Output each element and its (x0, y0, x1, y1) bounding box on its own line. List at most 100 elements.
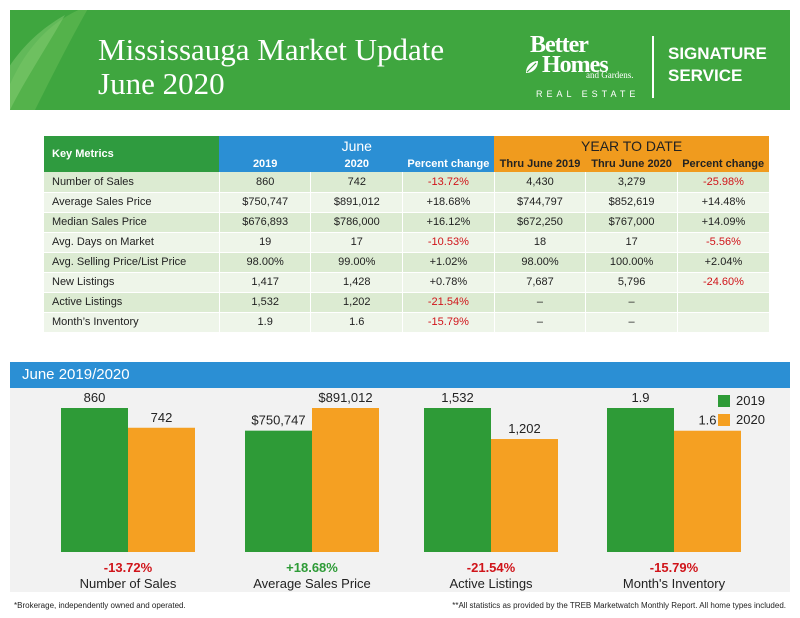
table-cell: – (585, 312, 678, 333)
table-cell: +1.02% (402, 252, 495, 273)
column-header: Percent change (677, 155, 769, 172)
legend-swatch (718, 395, 730, 407)
bar-chart-svg: 860 742 -13.72%Number of Sales $750,747 $891… (61, 390, 741, 591)
percent-change-label: +18.68% (286, 560, 338, 575)
bar-2020 (674, 430, 741, 552)
table-cell (676, 292, 769, 313)
metric-label: Month’s Inventory (44, 312, 220, 333)
table-cell: $744,797 (493, 192, 586, 213)
table-cell: 1,202 (310, 292, 403, 313)
bar-2019 (245, 430, 312, 552)
logo-real-estate-text: REAL ESTATE (536, 89, 640, 99)
percent-change-label: -13.72% (104, 560, 153, 575)
table-row: New Listings 1,417 1,428 +0.78% 7,687 5,796 -2… (44, 272, 769, 293)
table-cell: 1.6 (310, 312, 403, 333)
table-cell: 19 (218, 232, 311, 253)
footer-source-note: **All statistics as provided by the TREB… (452, 601, 786, 610)
data-label: 1,532 (441, 390, 474, 405)
bar-2020 (491, 439, 558, 552)
table-cell: $852,619 (585, 192, 678, 213)
metric-label: New Listings (44, 272, 220, 293)
table-cell: 742 (310, 172, 403, 193)
data-label: 1.9 (631, 390, 649, 405)
table-cell: 3,279 (585, 172, 678, 193)
table-cell: $750,747 (218, 192, 311, 213)
table-cell (676, 312, 769, 333)
table-cell: -24.60% (676, 272, 769, 293)
table-cell: 98.00% (493, 252, 586, 273)
table-cell: 1.9 (218, 312, 311, 333)
table-row: Active Listings 1,532 1,202 -21.54% – – (44, 292, 769, 313)
table-cell: – (493, 312, 586, 333)
legend-item-2019: 2019 (718, 392, 788, 410)
logo-gardens-text: and Gardens. (586, 70, 634, 80)
bar-2019 (61, 408, 128, 552)
chart-legend: 2019 2020 (718, 392, 788, 432)
table-cell: -13.72% (402, 172, 495, 193)
column-header: 2019 (219, 155, 311, 172)
table-cell: 98.00% (218, 252, 311, 273)
leaf-logo-icon (526, 61, 538, 73)
metric-label: Median Sales Price (44, 212, 220, 233)
bar-2020 (312, 408, 379, 552)
table-cell: 7,687 (493, 272, 586, 293)
bar-2019 (424, 408, 491, 552)
table-cell: – (493, 292, 586, 313)
table-cell: 18 (493, 232, 586, 253)
table-cell: 17 (310, 232, 403, 253)
logo-homes-text: Homes (542, 52, 609, 78)
table-cell: +0.78% (402, 272, 495, 293)
metric-label: Avg. Days on Market (44, 232, 220, 253)
table-cell: – (585, 292, 678, 313)
table-cell: $891,012 (310, 192, 403, 213)
june-header: June (219, 136, 495, 155)
key-metrics-table: Key Metrics June YEAR TO DATE 2019 2020 … (44, 136, 769, 333)
legend-item-2020: 2020 (718, 411, 788, 429)
data-label: 1,202 (508, 421, 541, 436)
metric-label: Avg. Selling Price/List Price (44, 252, 220, 273)
metric-label: Number of Sales (44, 172, 220, 193)
table-cell: 860 (218, 172, 311, 193)
footer-disclaimer: *Brokerage, independently owned and oper… (14, 601, 186, 610)
column-header: Percent change (402, 155, 495, 172)
table-cell: 4,430 (493, 172, 586, 193)
data-label: $891,012 (318, 390, 372, 405)
table-cell: -10.53% (402, 232, 495, 253)
bar-2019 (607, 408, 674, 552)
percent-change-label: -21.54% (467, 560, 516, 575)
metrics-table-body: Number of Sales 860 742 -13.72% 4,430 3,279 -2… (44, 172, 769, 333)
key-metrics-header: Key Metrics (44, 136, 220, 172)
table-cell: 1,532 (218, 292, 311, 313)
logo-better-text: Better (530, 32, 589, 58)
header-banner: Mississauga Market Update June 2020 Bett… (10, 10, 790, 110)
table-cell: $786,000 (310, 212, 403, 233)
chart-section-header: June 2019/2020 (10, 362, 790, 388)
table-cell: +2.04% (676, 252, 769, 273)
category-label: Active Listings (449, 576, 533, 591)
legend-label: 2019 (736, 393, 765, 408)
data-label: 860 (84, 390, 106, 405)
data-label: 1.6 (698, 413, 716, 428)
table-cell: 5,796 (585, 272, 678, 293)
table-cell: 17 (585, 232, 678, 253)
metric-label: Active Listings (44, 292, 220, 313)
table-cell: +16.12% (402, 212, 495, 233)
table-cell: 100.00% (585, 252, 678, 273)
data-label: $750,747 (251, 413, 305, 428)
table-cell: -5.56% (676, 232, 769, 253)
service-text: SERVICE (668, 66, 743, 85)
page-title: Mississauga Market Update (98, 32, 445, 67)
table-row: Avg. Days on Market 19 17 -10.53% 18 17 -5.56% (44, 232, 769, 253)
legend-label: 2020 (736, 412, 765, 427)
table-row: Number of Sales 860 742 -13.72% 4,430 3,279 -2… (44, 172, 769, 193)
table-cell: $672,250 (493, 212, 586, 233)
table-cell: +14.09% (676, 212, 769, 233)
bar-chart: 860 742 -13.72% Number of Sales $750,747 $891… (10, 388, 790, 592)
column-header: Thru June 2020 (585, 155, 678, 172)
header-divider (652, 36, 654, 98)
data-label: 742 (151, 410, 173, 425)
column-header: 2020 (310, 155, 403, 172)
bar-2020 (128, 427, 195, 552)
table-cell: 99.00% (310, 252, 403, 273)
table-row: Average Sales Price $750,747 $891,012 +18.6… (44, 192, 769, 213)
